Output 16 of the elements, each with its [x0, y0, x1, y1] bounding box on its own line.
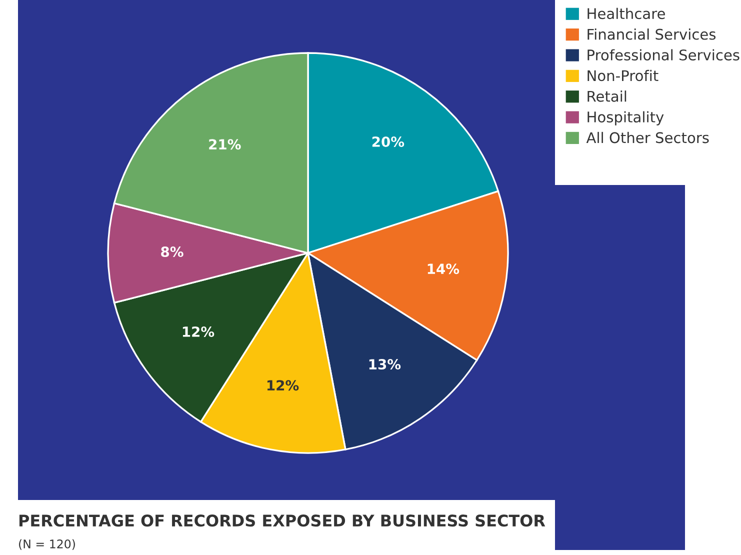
legend-label: Non-Profit [588, 70, 658, 82]
text: (N = 120) [19, 539, 75, 550]
data-label: 12% [182, 326, 214, 337]
text: PERCENTAGE OF RECORDS EXPOSED BY BUSINESS SECTOR [19, 514, 546, 527]
data-label: 13% [369, 359, 401, 370]
legend-label: Hospitality [588, 111, 664, 126]
legend-label: Retail [588, 90, 626, 102]
data-label: 20% [372, 136, 404, 148]
legend-label: Professional Services [588, 49, 740, 60]
data-label: 21% [209, 139, 241, 150]
data-label: 12% [267, 380, 299, 391]
data-label: 14% [428, 264, 460, 274]
data-label: 8% [161, 246, 184, 258]
legend-label: Healthcare [588, 8, 665, 20]
legend-label: All Other Sectors [586, 132, 709, 144]
legend-label: Financial Services [588, 28, 716, 40]
